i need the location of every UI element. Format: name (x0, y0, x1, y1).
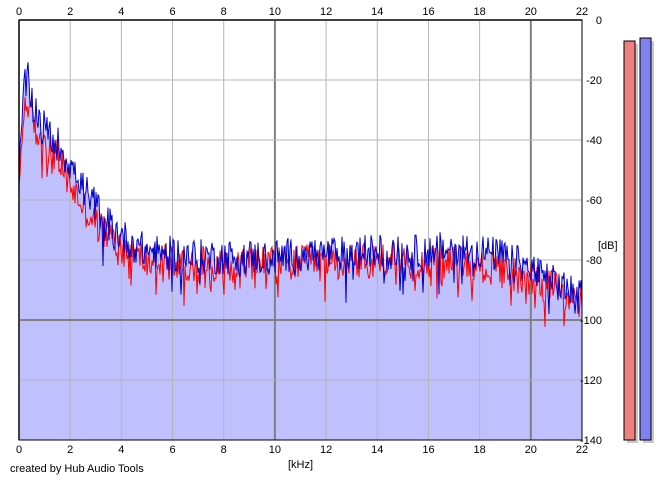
y-tick-label: -140 (580, 435, 602, 447)
x-tick-label-top: 22 (576, 6, 588, 18)
x-tick-label-bottom: 18 (474, 444, 486, 456)
y-tick-label: -20 (586, 75, 602, 87)
left-level-meter (623, 40, 636, 441)
y-tick-label: -60 (586, 195, 602, 207)
y-axis-label: [dB] (598, 240, 618, 252)
y-tick-label: -80 (586, 255, 602, 267)
x-tick-label-bottom: 4 (118, 444, 124, 456)
x-tick-label-top: 16 (422, 6, 434, 18)
right-channel-line (18, 62, 583, 315)
x-tick-label-top: 6 (169, 6, 175, 18)
x-tick-label-top: 10 (269, 6, 281, 18)
x-tick-label-top: 20 (525, 6, 537, 18)
y-tick-label: -100 (580, 315, 602, 327)
x-tick-label-top: 0 (16, 6, 22, 18)
x-tick-label-top: 4 (118, 6, 124, 18)
x-tick-label-top: 14 (371, 6, 383, 18)
x-axis-label: [kHz] (288, 459, 313, 471)
y-tick-label: 0 (596, 15, 602, 27)
y-tick-label: -40 (586, 135, 602, 147)
x-tick-label-bottom: 22 (576, 444, 588, 456)
x-tick-label-bottom: 16 (422, 444, 434, 456)
y-tick-label: -120 (580, 375, 602, 387)
x-tick-label-bottom: 12 (320, 444, 332, 456)
x-tick-label-top: 12 (320, 6, 332, 18)
x-tick-label-bottom: 20 (525, 444, 537, 456)
x-tick-label-bottom: 6 (169, 444, 175, 456)
x-tick-label-bottom: 2 (67, 444, 73, 456)
spectrum-fill-area (19, 62, 582, 441)
credit-text: created by Hub Audio Tools (10, 463, 144, 475)
x-tick-label-bottom: 10 (269, 444, 281, 456)
x-tick-label-bottom: 8 (221, 444, 227, 456)
x-tick-label-bottom: 0 (16, 444, 22, 456)
x-tick-label-top: 2 (67, 6, 73, 18)
x-tick-label-bottom: 14 (371, 444, 383, 456)
plot-frame (18, 19, 583, 441)
x-tick-label-top: 18 (474, 6, 486, 18)
right-level-meter (639, 37, 652, 441)
x-tick-label-top: 8 (221, 6, 227, 18)
